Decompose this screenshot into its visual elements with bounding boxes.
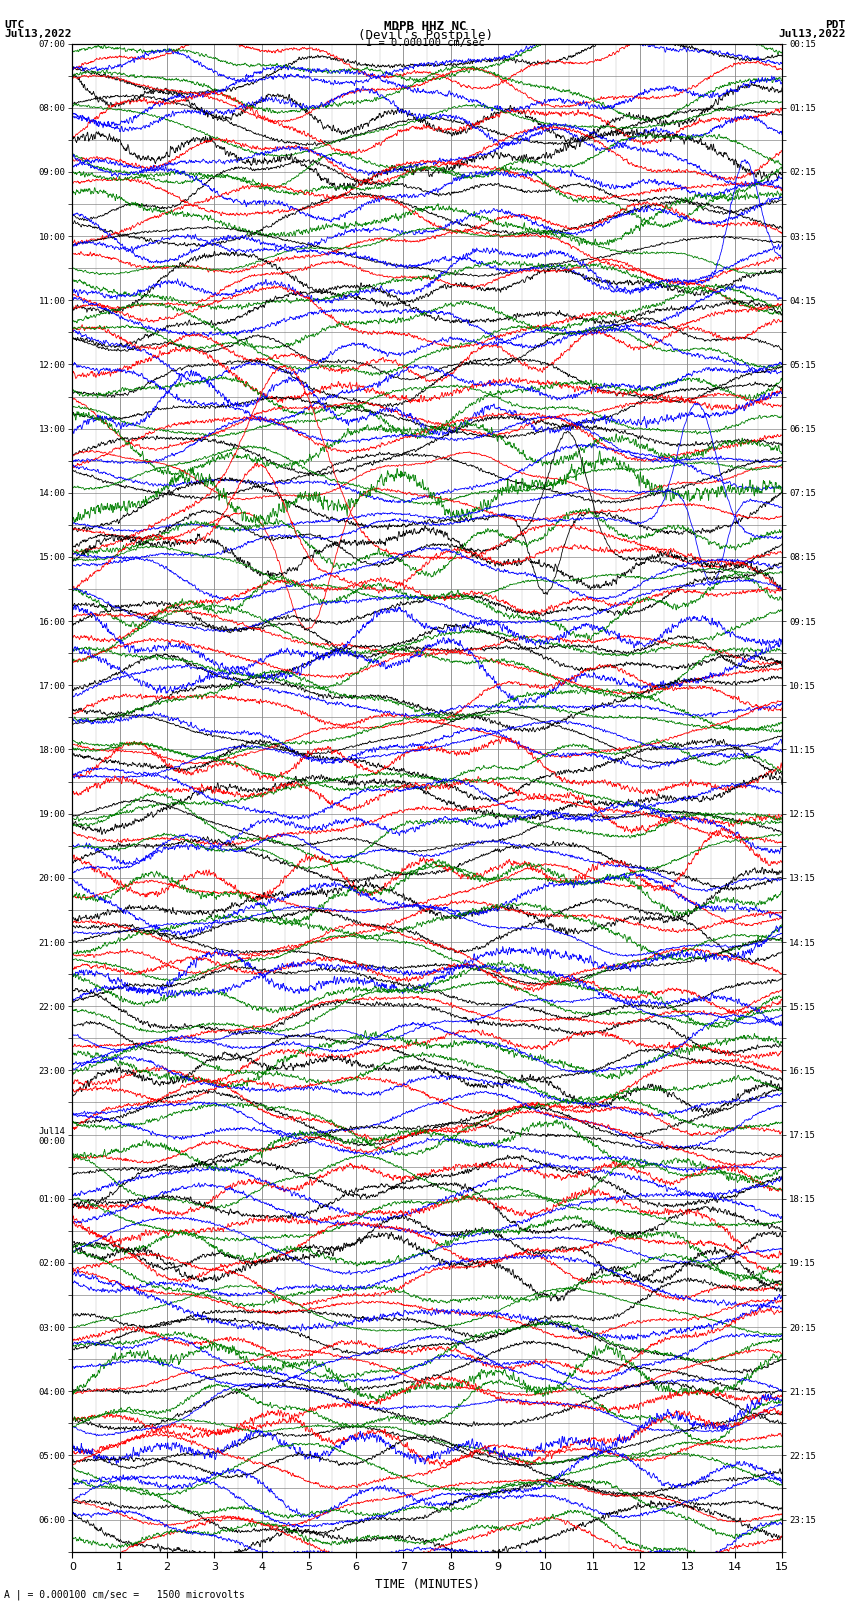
Text: Jul13,2022: Jul13,2022 bbox=[779, 29, 846, 39]
Text: UTC: UTC bbox=[4, 19, 25, 31]
Text: Jul13,2022: Jul13,2022 bbox=[4, 29, 71, 39]
Text: PDT: PDT bbox=[825, 19, 846, 31]
Text: MDPB HHZ NC: MDPB HHZ NC bbox=[383, 19, 467, 34]
Text: I = 0.000100 cm/sec: I = 0.000100 cm/sec bbox=[366, 37, 484, 48]
X-axis label: TIME (MINUTES): TIME (MINUTES) bbox=[375, 1578, 479, 1590]
Text: (Devil's Postpile): (Devil's Postpile) bbox=[358, 29, 492, 42]
Text: A | = 0.000100 cm/sec =   1500 microvolts: A | = 0.000100 cm/sec = 1500 microvolts bbox=[4, 1589, 245, 1600]
